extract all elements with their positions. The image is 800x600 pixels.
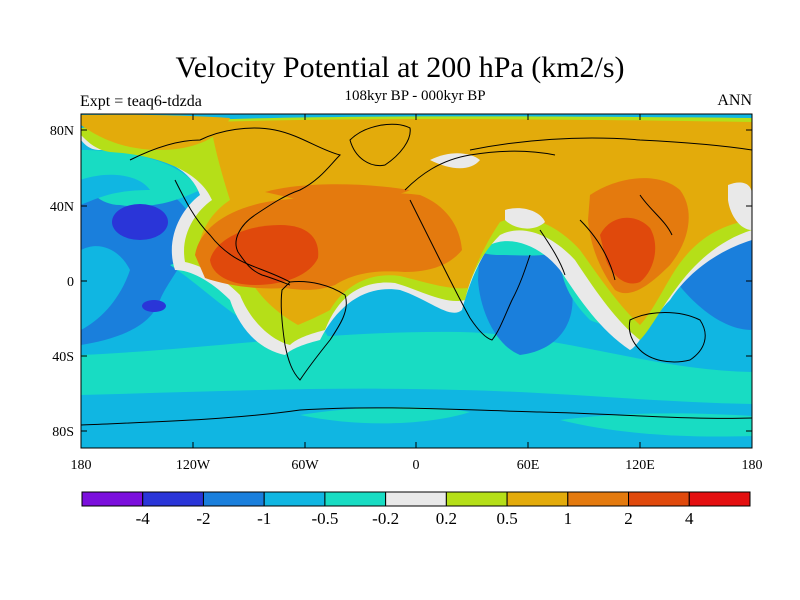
longitude-ticks [192,114,641,448]
lat-label-80s: 80S [52,425,74,440]
central-america-strong-positive [210,225,319,285]
north-pacific-lightblue [81,174,150,205]
colorbar: -4 -2 -1 -0.5 -0.2 0.2 0.5 1 2 4 [81,491,751,528]
south-america-coast [280,281,347,381]
colorbar-label: -4 [136,509,151,528]
greenland-coast [349,123,411,167]
colorbar-label: -0.5 [311,509,338,528]
colorbar-label: -1 [257,509,271,528]
colorbar-box [445,491,508,507]
lon-label-180-east: 180 [742,458,763,473]
plot-title: Velocity Potential at 200 hPa (km2/s) [175,51,625,84]
colorbar-label: 0.5 [496,509,517,528]
colorbar-box [81,491,144,507]
north-america-coast [129,127,341,286]
pacific-lightblue-west [81,246,130,330]
plot-subtitle: 108kyr BP - 000kyr BP [344,88,486,104]
colorbar-box [142,491,204,507]
australia-coast [628,312,706,363]
colorbar-box [263,491,326,507]
contour-field [81,114,752,448]
coastlines [81,123,752,426]
colorbar-box [688,491,751,507]
europe-grey-patch [430,153,480,169]
colorbar-box [506,491,569,507]
colorbar-label: 2 [624,509,633,528]
experiment-label: Expt = teaq6-tdzda [80,93,202,110]
antarctica-coast [81,407,752,426]
colorbar-box [385,491,447,507]
latitude-ticks [81,129,752,432]
central-america-coast [174,179,291,283]
antarctic-cyan-patch [300,407,470,424]
asia-coast [469,137,752,281]
colorbar-box [324,491,387,507]
lon-label-0: 0 [413,458,420,473]
lat-label-80n: 80N [50,124,74,139]
colorbar-label: 4 [685,509,694,528]
lon-label-120e: 120E [625,458,655,473]
lon-label-120w: 120W [176,458,211,473]
colorbar-label: -0.2 [372,509,399,528]
colorbar-box [202,491,265,507]
indian-ocean-negative-region [478,238,573,355]
lat-label-0: 0 [67,275,74,290]
antarctic-cyan-patch-east [560,413,752,437]
lon-label-60w: 60W [291,458,319,473]
colorbar-label: -2 [196,509,210,528]
india-grey-patch [505,208,545,229]
lat-label-40s: 40S [52,350,74,365]
europe-africa-coast [404,150,556,341]
date-line-grey-patch [728,182,752,230]
colorbar-label: 1 [564,509,573,528]
season-label: ANN [717,92,752,109]
colorbar-label: 0.2 [436,509,457,528]
pacific-strong-negative-small [142,300,166,312]
colorbar-labels: -4 -2 -1 -0.5 -0.2 0.2 0.5 1 2 4 [136,509,694,528]
lon-label-180-west: 180 [71,458,92,473]
lat-label-40n: 40N [50,200,74,215]
pacific-strong-negative-core [112,204,168,240]
colorbar-boxes [81,491,751,507]
lon-label-60e: 60E [517,458,540,473]
colorbar-box [628,491,690,507]
arctic-weak-positive [81,114,230,150]
colorbar-box [567,491,630,507]
north-atlantic-orange [265,184,410,200]
maritime-continent-strong-positive [600,217,656,284]
